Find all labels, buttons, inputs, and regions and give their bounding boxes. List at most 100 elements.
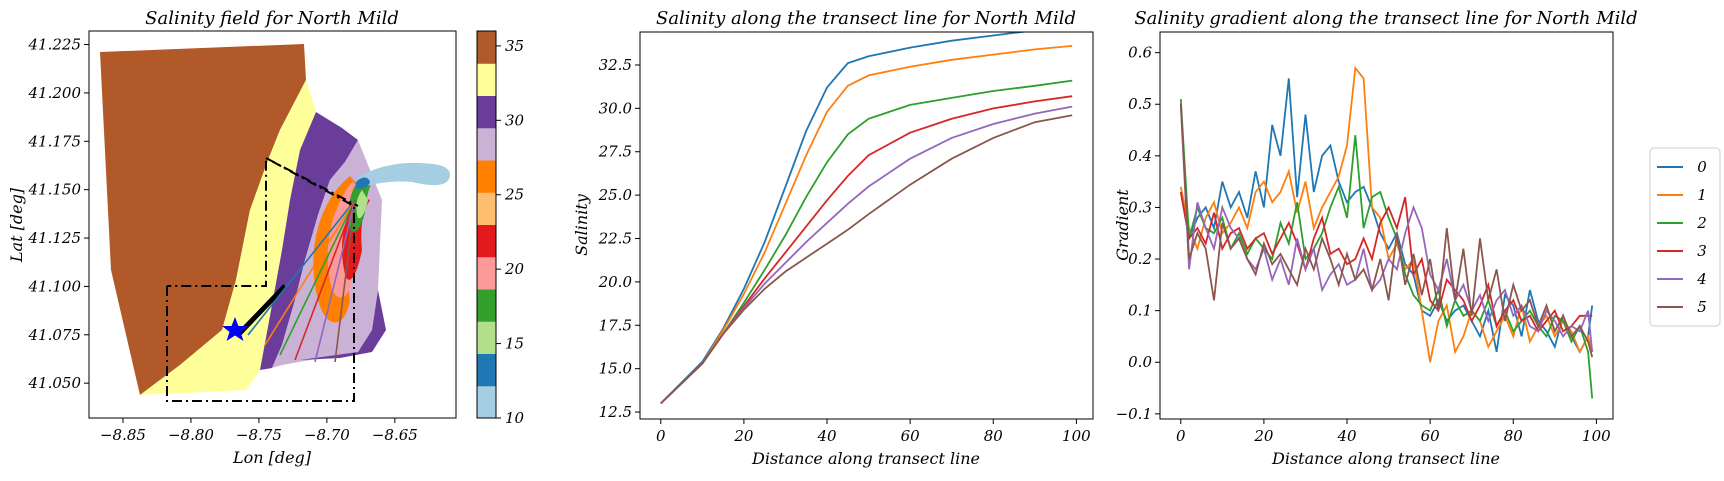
map-xtick-label: −8.80 (168, 426, 214, 444)
salinity-ytick-label: 25.0 (598, 186, 633, 204)
gradient-ytick-label: 0.2 (1128, 250, 1152, 268)
salinity-ytick-label: 17.5 (599, 316, 632, 334)
map-panel: Salinity field for North Mild (7, 8, 525, 467)
gradient-ytick-label: 0.0 (1128, 353, 1152, 371)
salinity-series-3 (660, 95, 1073, 405)
gradient-ytick-label: −0.1 (1116, 405, 1152, 423)
colorbar-segment (477, 289, 496, 322)
map-ytick-label: 41.175 (28, 132, 82, 150)
transect-line-1 (264, 199, 356, 346)
field-region-darkblue (356, 177, 370, 189)
colorbar-tick-label: 30 (505, 111, 525, 129)
salinity-series-5 (660, 114, 1073, 405)
gradient-xlabel: Distance along transect line (1271, 449, 1500, 468)
salinity-ylabel: Salinity (572, 193, 591, 256)
map-title: Salinity field for North Mild (145, 8, 399, 29)
map-xlabel: Lon [deg] (232, 448, 312, 467)
map-ytick-label: 41.050 (28, 374, 82, 392)
colorbar-tick-label: 20 (504, 260, 525, 278)
colorbar-tick-label: 25 (504, 186, 524, 204)
series-legend: 0 1 2 3 4 5 (1649, 147, 1721, 327)
transect-line-4 (314, 199, 356, 363)
gradient-ytick-label: 0.6 (1128, 44, 1152, 62)
field-region-brown (100, 44, 306, 395)
map-ytick-label: 41.075 (28, 326, 82, 344)
colorbar-segment (477, 127, 496, 161)
map-xtick-label: −8.70 (304, 426, 350, 444)
salinity-xtick-label: 80 (984, 427, 1004, 445)
map-xtick-label: −8.65 (372, 426, 418, 444)
legend-label-5: 5 (1697, 298, 1707, 316)
map-ylabel: Lat [deg] (7, 187, 26, 263)
gradient-series-5 (1179, 104, 1594, 358)
colorbar-tick-label: 15 (505, 335, 524, 353)
salinity-field (100, 44, 450, 402)
salinity-colorbar (477, 31, 496, 419)
salinity-ytick-label: 20.0 (598, 273, 633, 291)
gradient-ylabel: Gradient (1113, 189, 1132, 261)
legend-label-3: 3 (1697, 242, 1707, 260)
salinity-xlabel: Distance along transect line (751, 449, 980, 468)
map-ytick-label: 41.225 (28, 36, 82, 54)
colorbar-tick-label: 35 (505, 37, 524, 55)
gradient-xtick-label: 0 (1176, 427, 1186, 445)
map-axes-frame (88, 30, 457, 419)
colorbar-segment (477, 31, 496, 64)
salinity-xtick-label: 0 (656, 427, 666, 445)
legend-frame (1649, 147, 1721, 327)
gradient-ytick-label: 0.3 (1128, 198, 1152, 216)
field-region-lightgreen (356, 190, 368, 219)
salinity-ytick-label: 22.5 (598, 230, 632, 248)
salinity-xtick-label: 20 (733, 427, 754, 445)
salinity-series-2 (660, 79, 1073, 405)
colorbar-segment (477, 353, 496, 387)
gradient-panel: Salinity gradient along the transect lin… (1113, 8, 1721, 468)
colorbar-tick-label: 10 (505, 409, 525, 427)
salinity-ytick-label: 15.0 (599, 360, 633, 378)
legend-label-4: 4 (1696, 270, 1707, 288)
salinity-ytick-label: 32.5 (599, 56, 632, 74)
colorbar-segment (477, 321, 496, 354)
salinity-series-0 (660, 32, 1029, 405)
map-ytick-label: 41.125 (28, 229, 82, 247)
legend-label-0: 0 (1697, 158, 1707, 176)
legend-label-2: 2 (1696, 214, 1707, 232)
gradient-xtick-label: 80 (1504, 427, 1524, 445)
gradient-series-4 (1179, 104, 1594, 352)
gradient-xtick-label: 40 (1336, 427, 1357, 445)
colorbar-segment (477, 224, 496, 258)
map-xtick-label: −8.75 (236, 426, 282, 444)
colorbar-segment (477, 256, 496, 290)
colorbar-frame (476, 30, 497, 419)
gradient-lines (1179, 65, 1594, 399)
colorbar-segment (477, 385, 496, 419)
field-region-blue (358, 162, 450, 188)
origin-star-marker (222, 317, 248, 341)
salinity-xtick-label: 40 (816, 427, 837, 445)
field-region-yellow (140, 80, 316, 395)
map-ytick-label: 41.100 (28, 277, 82, 295)
field-region-purple-coast (300, 290, 386, 360)
map-ytick-label: 41.150 (28, 181, 82, 199)
field-region-purple (260, 112, 358, 370)
gradient-series-2 (1179, 99, 1594, 399)
gradient-ytick-label: 0.5 (1128, 95, 1152, 113)
domain-box-outer (166, 156, 355, 402)
gradient-series-0 (1179, 78, 1594, 354)
transect-line-0 (247, 199, 356, 336)
salinity-lines (660, 32, 1073, 405)
legend-label-1: 1 (1697, 186, 1707, 204)
colorbar-segment (477, 192, 496, 225)
colorbar-segment (477, 160, 496, 193)
gradient-ytick-label: 0.1 (1128, 302, 1152, 320)
transect-line-5 (334, 199, 356, 363)
salinity-xtick-label: 100 (1062, 427, 1091, 445)
domain-box-inner (265, 157, 359, 207)
salinity-ytick-label: 30.0 (599, 99, 633, 117)
transect-line-2 (279, 199, 356, 356)
gradient-title: Salinity gradient along the transect lin… (1134, 8, 1637, 29)
salinity-series-1 (660, 45, 1073, 405)
gradient-xtick-label: 100 (1582, 427, 1611, 445)
